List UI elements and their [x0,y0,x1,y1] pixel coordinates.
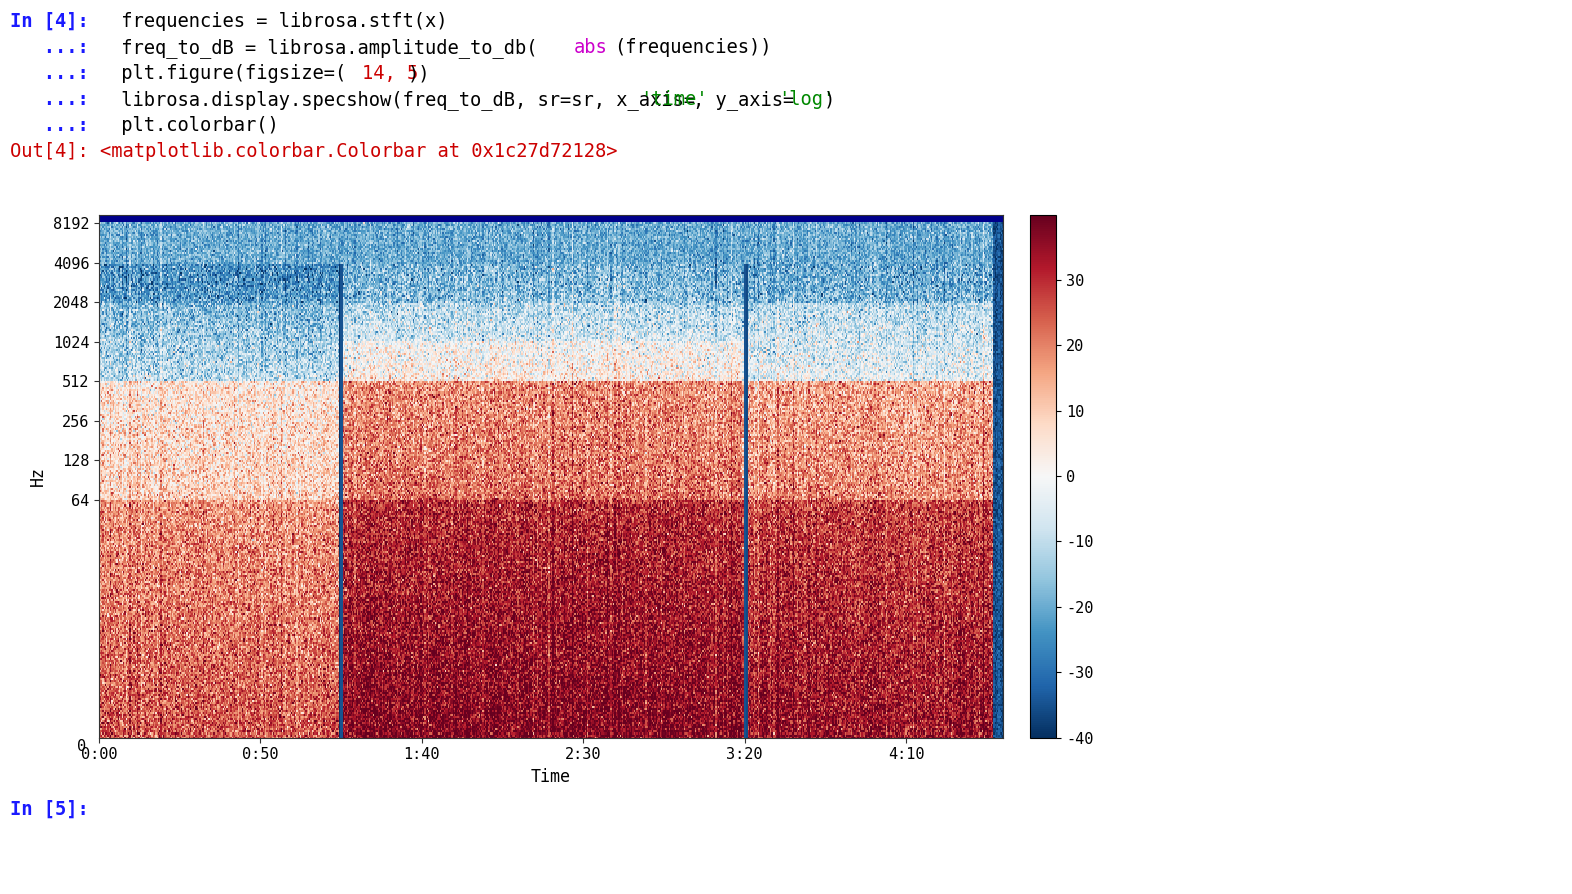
Text: 'log': 'log' [778,90,835,109]
Text: ...:: ...: [9,64,88,83]
Text: ...:: ...: [9,90,88,109]
Text: librosa.display.specshow(freq_to_dB, sr=sr, x_axis=: librosa.display.specshow(freq_to_dB, sr=… [110,90,695,110]
Text: , y_axis=: , y_axis= [693,90,794,110]
Text: (frequencies)): (frequencies)) [615,38,772,57]
Text: ): ) [824,90,835,109]
Text: ...:: ...: [9,38,88,57]
Text: )): )) [409,64,431,83]
Text: plt.figure(figsize=(: plt.figure(figsize=( [110,64,346,83]
Text: Out[4]: <matplotlib.colorbar.Colorbar at 0x1c27d72128>: Out[4]: <matplotlib.colorbar.Colorbar at… [9,142,618,161]
Y-axis label: Hz: Hz [30,466,47,486]
Text: frequencies = librosa.stft(x): frequencies = librosa.stft(x) [110,12,448,31]
Text: freq_to_dB = librosa.amplitude_to_db(: freq_to_dB = librosa.amplitude_to_db( [110,38,538,58]
Text: In [4]:: In [4]: [9,12,88,31]
Text: abs: abs [574,38,608,57]
Text: 0: 0 [77,739,86,755]
Text: In [5]:: In [5]: [9,800,88,819]
Text: 14, 5: 14, 5 [362,64,418,83]
Text: 'time': 'time' [640,90,707,109]
X-axis label: Time: Time [531,768,571,786]
Text: plt.colorbar(): plt.colorbar() [110,116,278,135]
Text: ...:: ...: [9,116,88,135]
